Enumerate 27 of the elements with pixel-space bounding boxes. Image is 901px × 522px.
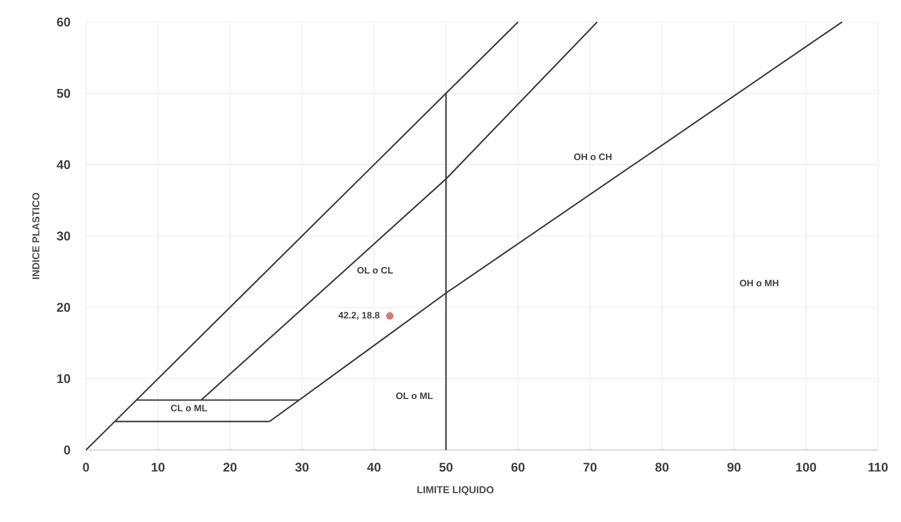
x-tick-label: 30 [295,462,309,472]
x-tick-label: 100 [796,462,816,472]
x-tick-label: 90 [727,462,741,472]
y-tick-label: 60 [56,18,70,26]
annotation: OL o ML [396,392,433,400]
x-tick-label: 10 [152,462,165,472]
x-tick-label: 50 [439,462,453,472]
y-tick-label: 40 [56,160,70,170]
annotation: OH o CH [574,154,612,160]
x-tick-label: 110 [868,462,888,472]
x-tick-label: 70 [584,462,597,472]
x-tick-label: 0 [82,462,89,472]
annotation: OH o MH [740,280,778,286]
y-tick-label: 50 [56,88,70,98]
y-tick-label: 10 [57,374,70,384]
annotation: OL o CL [357,266,393,274]
x-tick-label: 80 [655,462,669,472]
x-tick-label: 60 [511,462,525,472]
y-axis-title: INDICE PLASTICO [32,192,40,279]
annotation: CL o ML [170,404,208,412]
y-tick-label: 30 [56,232,70,240]
y-tick-label: 20 [56,302,70,312]
y-tick-label: 0 [64,446,70,454]
x-tick-label: 40 [367,462,381,472]
x-tick-label: 20 [223,462,237,472]
annotation: 42.2, 18.8 [338,312,380,320]
x-axis-title: LIMITE LIQUIDO [417,486,494,496]
